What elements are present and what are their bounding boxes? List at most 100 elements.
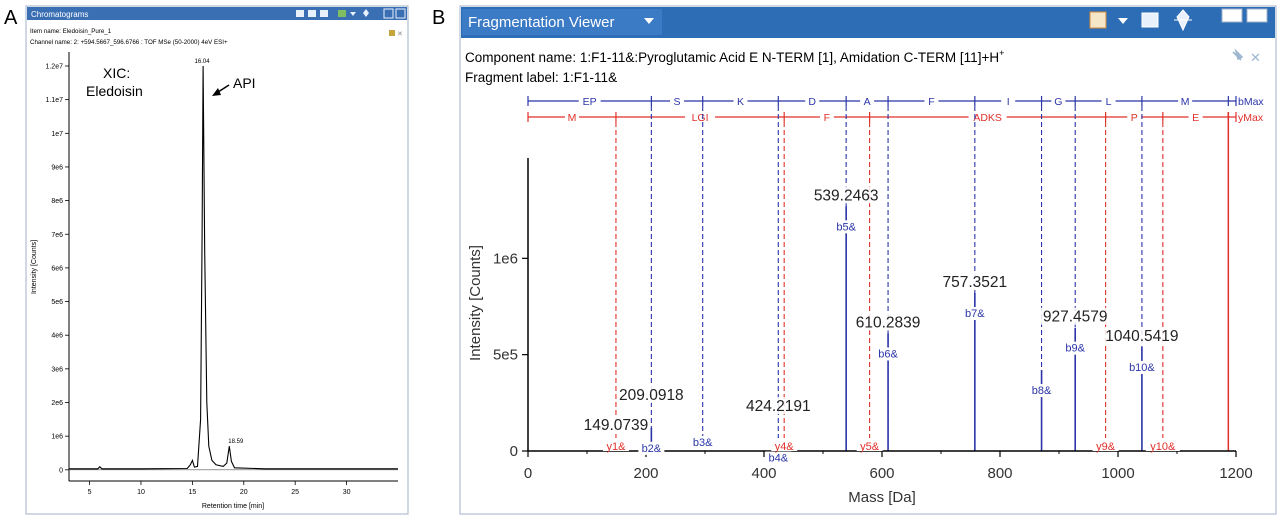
y-ion-label-bg [771, 438, 798, 451]
chromatogram-y-tick-label: 1e7 [51, 131, 63, 138]
y-series-residue-label: M [568, 112, 577, 124]
maximize-icon[interactable] [395, 8, 406, 19]
b-ion-label-bg [961, 307, 988, 321]
fragmentation-window: Fragmentation Viewer Component name: 1:F… [459, 5, 1277, 515]
y-ion-label: y4& [775, 441, 795, 453]
spectrum-x-tick-label: 800 [987, 465, 1012, 482]
chromatogram-x-tick-label: 15 [188, 489, 196, 496]
viewer-menu-button[interactable] [462, 9, 662, 35]
chromatogram-x-tick-label: 30 [343, 489, 351, 496]
b-ion-label-bg [765, 451, 792, 465]
close-icon[interactable]: ✕ [1250, 50, 1261, 65]
peak-mz-label: 927.4579 [1043, 309, 1108, 326]
b-series-residue-bg [1101, 95, 1116, 107]
panel-letter-b: B [432, 7, 445, 29]
peak-mz-label: 610.2839 [856, 314, 921, 331]
copy-icon[interactable] [308, 10, 316, 17]
item-name: Item name: Eledoisin_Pure_1 [30, 28, 112, 35]
spectrum-y-tick-label: 5e5 [493, 347, 518, 364]
y-ion-label: y9& [1096, 441, 1116, 453]
b-series-residue-bg [670, 95, 685, 107]
panel-letter-a: A [4, 7, 18, 29]
chromatogram-y-tick-label: 1e6 [51, 434, 63, 441]
chromatogram-x-tick-label: 20 [240, 489, 248, 496]
b-ion-label-bg [1062, 341, 1089, 355]
chromatogram-window: Chromatograms Item name: Eledoisin_Pure_… [25, 5, 409, 515]
chromatogram-x-label: Retention time [min] [202, 503, 264, 510]
chromatogram-y-tick-label: 4e6 [51, 333, 63, 340]
peak-mz-label: 424.2191 [746, 398, 811, 415]
chromatogram-plot: 0 1e6 2e6 3e6 4e6 5e6 6e6 7e6 8e6 9e6 1e7 1.1e7 1.2e… [31, 52, 398, 510]
chromatogram-toolbar [296, 8, 406, 19]
table-icon[interactable] [320, 10, 328, 17]
spectrum-ticks: 0 200 400 600 800 1000 1200 0 5e5 1e6 [493, 250, 1253, 482]
b-series-residue-label: L [1106, 96, 1112, 108]
chart-icon[interactable] [338, 10, 346, 17]
y-series-residue-bg [1127, 111, 1142, 123]
api-arrow-head [212, 88, 221, 96]
component-name: Component name: 1:F1-11&:Pyroglutamic Ac… [465, 48, 1004, 65]
component-name-text: Component name: 1:F1-11&:Pyroglutamic Ac… [465, 50, 999, 65]
spectrum-labels: b2& b3&b4&b5&b6&b7&b8&b9&b10&y1& y4& y5& y9&… [581, 186, 1181, 465]
close-icon[interactable]: ✕ [397, 31, 403, 38]
chromatogram-title: Chromatograms [31, 10, 88, 19]
spectrum-icon[interactable] [1089, 11, 1107, 29]
xic-annotation-line2: Eledoisin [86, 83, 143, 99]
peak-mz-label-bg [1040, 307, 1110, 325]
y-series-residue-bg [819, 111, 834, 123]
pin-icon[interactable] [389, 30, 395, 36]
spectrum-x-label: Mass [Da] [848, 489, 916, 506]
peak-mz-label: 539.2463 [814, 187, 879, 204]
y-series-residue-bg [564, 111, 579, 123]
component-charge: + [999, 48, 1004, 58]
spectrum-x-tick-label: 600 [869, 465, 894, 482]
b-series-residue-label: D [808, 96, 816, 108]
y-series-residue-bg [1188, 111, 1203, 123]
peak-mz-label-bg [616, 386, 686, 403]
chromatogram-y-tick-label: 9e6 [51, 164, 63, 171]
ion-guide-lines [615, 106, 1230, 451]
minimize-icon[interactable] [1221, 8, 1243, 23]
y-series-residue-label: E [1192, 112, 1199, 124]
y-series-residue-label: LGI [692, 112, 709, 124]
dropdown-icon[interactable] [350, 12, 356, 16]
b-ion-label: b4& [769, 453, 789, 465]
b-ion-label: b10& [1129, 362, 1155, 374]
chromatogram-y-tick-label: 3e6 [51, 366, 63, 373]
spectrum-y-tick-label: 1e6 [493, 250, 518, 267]
maximize-icon[interactable] [1246, 8, 1268, 23]
xic-annotation-line1: XIC: [103, 65, 130, 81]
dropdown-icon[interactable] [1118, 18, 1128, 24]
y-ion-label-bg [1145, 438, 1180, 451]
fragment-label: Fragment label: 1:F1-11& [465, 70, 617, 85]
y-ion-label-bg [602, 438, 629, 451]
b-series-residue-label: EP [583, 96, 597, 108]
chromatogram-x-tick-label: 5 [88, 489, 92, 496]
y-ion-label-bg [1092, 438, 1119, 451]
b-series-residue-label: F [928, 96, 934, 108]
b-series-residue-label: S [674, 96, 681, 108]
peak-mz-label-bg [853, 313, 923, 331]
fragmentation-toolbar [1089, 8, 1268, 32]
zoom-icon[interactable] [296, 10, 304, 17]
move-icon[interactable] [1174, 9, 1192, 32]
viewer-menu-chevron-icon[interactable] [644, 18, 654, 24]
y-series-residue-label: ADKS [973, 112, 1002, 124]
y-series-residue-label: F [824, 112, 830, 124]
chromatogram-y-tick-label: 1.2e7 [45, 64, 63, 71]
b-series-residue-bg [1178, 95, 1193, 107]
b-series-residue-bg [1051, 95, 1066, 107]
spectrum-y-label: Intensity [Counts] [467, 245, 484, 361]
chromatogram-y-tick-label: 6e6 [51, 265, 63, 272]
y-ion-label: y5& [860, 441, 880, 453]
minimize-icon[interactable] [383, 8, 394, 19]
pin-icon[interactable] [1232, 48, 1244, 61]
b-series-residue-label: K [737, 96, 744, 108]
table-icon[interactable] [1141, 12, 1159, 28]
chromatogram-gridlines: 0 1e6 2e6 3e6 4e6 5e6 6e6 7e6 8e6 9e6 1e7 1.1e7 1.2e… [45, 64, 350, 497]
move-icon[interactable] [362, 9, 370, 17]
chromatogram-peak-label: 18.59 [228, 439, 244, 445]
y-ion-label: y1& [606, 441, 626, 453]
